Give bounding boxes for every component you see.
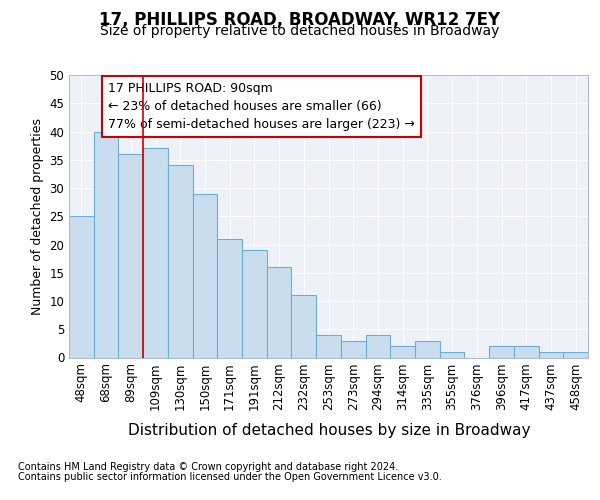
Bar — [563, 352, 588, 358]
Bar — [267, 267, 292, 358]
Bar — [292, 296, 316, 358]
Text: Contains HM Land Registry data © Crown copyright and database right 2024.: Contains HM Land Registry data © Crown c… — [18, 462, 398, 472]
Bar — [390, 346, 415, 358]
Bar — [440, 352, 464, 358]
Bar — [168, 166, 193, 358]
Text: Contains public sector information licensed under the Open Government Licence v3: Contains public sector information licen… — [18, 472, 442, 482]
Bar — [489, 346, 514, 358]
Bar — [316, 335, 341, 357]
Bar — [341, 340, 365, 357]
Bar — [539, 352, 563, 358]
Bar — [118, 154, 143, 358]
Text: Size of property relative to detached houses in Broadway: Size of property relative to detached ho… — [100, 24, 500, 38]
Text: 17 PHILLIPS ROAD: 90sqm
← 23% of detached houses are smaller (66)
77% of semi-de: 17 PHILLIPS ROAD: 90sqm ← 23% of detache… — [108, 82, 415, 131]
Y-axis label: Number of detached properties: Number of detached properties — [31, 118, 44, 315]
Text: Distribution of detached houses by size in Broadway: Distribution of detached houses by size … — [128, 422, 530, 438]
Bar — [514, 346, 539, 358]
Bar — [94, 132, 118, 358]
Bar — [69, 216, 94, 358]
Bar — [143, 148, 168, 358]
Bar — [365, 335, 390, 357]
Bar — [242, 250, 267, 358]
Bar — [193, 194, 217, 358]
Text: 17, PHILLIPS ROAD, BROADWAY, WR12 7EY: 17, PHILLIPS ROAD, BROADWAY, WR12 7EY — [100, 11, 500, 29]
Bar — [217, 239, 242, 358]
Bar — [415, 340, 440, 357]
